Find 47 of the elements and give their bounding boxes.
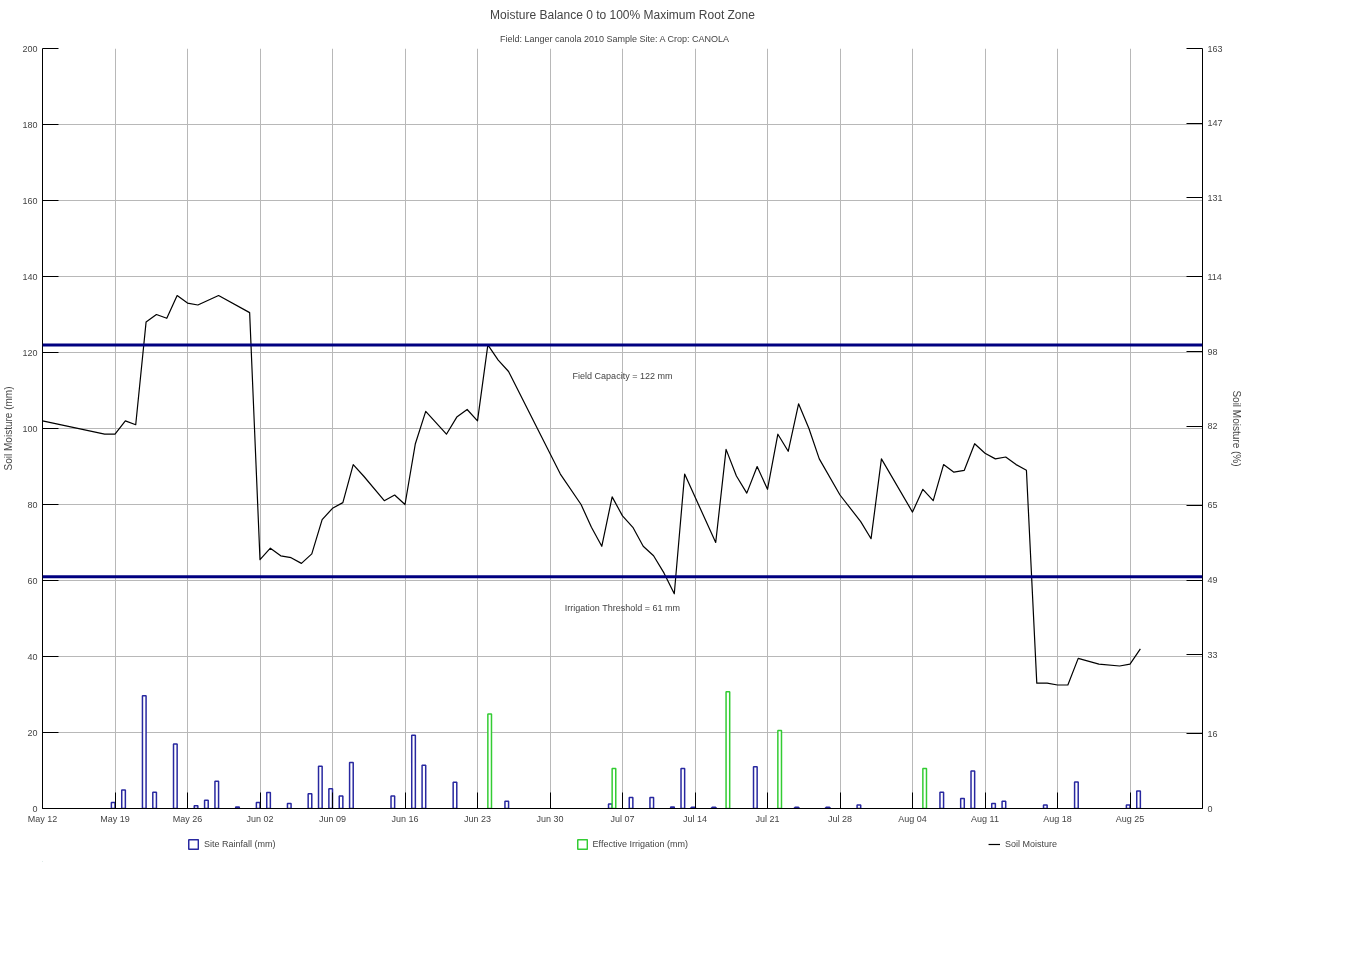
x-tick-label: May 26 <box>172 813 203 824</box>
y-tick-label: 180 <box>22 119 38 130</box>
y2-tick-label: 33 <box>1207 649 1218 660</box>
y2-axis-title: Soil Moisture (%) <box>1230 390 1242 467</box>
legend-label: Soil Moisture <box>1004 839 1057 849</box>
x-tick-label: Jul 07 <box>610 813 635 824</box>
y-tick-label: 200 <box>22 43 38 54</box>
y-tick-label: 100 <box>22 423 38 434</box>
x-tick-label: Aug 04 <box>898 813 927 824</box>
x-tick-label: Jun 09 <box>318 813 347 824</box>
chart-subtitle: Field: Langer canola 2010 Sample Site: A Crop: CANOLA <box>499 33 730 44</box>
y-tick-label: 160 <box>22 195 38 206</box>
y2-tick-label: 65 <box>1207 500 1218 511</box>
y2-tick-label: 163 <box>1207 43 1223 54</box>
legend-label: Site Rainfall (mm) <box>204 839 276 849</box>
ref-line-label: Irrigation Threshold = 61 mm <box>564 602 680 613</box>
y-tick-label: 40 <box>27 651 38 662</box>
y2-tick-label: 147 <box>1207 118 1223 129</box>
y2-tick-label: 49 <box>1207 575 1218 586</box>
x-tick-label: May 12 <box>27 813 58 824</box>
x-tick-label: Jun 30 <box>536 813 564 824</box>
x-tick-label: Jun 02 <box>246 813 274 824</box>
y-tick-label: 60 <box>27 575 38 586</box>
x-tick-label: Jun 23 <box>463 813 492 824</box>
x-tick-label: Aug 18 <box>1043 813 1072 824</box>
ref-line-label: Field Capacity = 122 mm <box>572 370 673 381</box>
y2-tick-label: 16 <box>1207 728 1218 739</box>
y2-tick-label: 98 <box>1207 346 1218 357</box>
y2-tick-label: 131 <box>1207 192 1223 203</box>
legend-label: Effective Irrigation (mm) <box>592 839 688 849</box>
y-tick-label: 80 <box>27 499 38 510</box>
y2-tick-label: 0 <box>1207 803 1213 814</box>
y2-tick-label: 82 <box>1207 421 1218 432</box>
y2-tick-label: 114 <box>1207 271 1222 282</box>
x-tick-label: Aug 11 <box>971 813 999 824</box>
y-tick-label: 20 <box>27 727 38 738</box>
x-tick-label: Jul 21 <box>755 813 780 824</box>
chart-title: Moisture Balance 0 to 100% Maximum Root Zone <box>490 7 756 22</box>
x-tick-label: May 19 <box>100 813 130 824</box>
x-tick-label: Jul 28 <box>827 813 853 824</box>
x-tick-label: Jun 16 <box>391 813 419 824</box>
y-tick-label: 120 <box>22 347 38 358</box>
y-tick-label: 140 <box>22 271 38 282</box>
x-tick-label: Jul 14 <box>682 813 708 824</box>
y-tick-label: 0 <box>32 803 38 814</box>
x-tick-label: Aug 25 <box>1115 813 1145 824</box>
y-axis-title: Soil Moisture (mm) <box>3 386 15 471</box>
